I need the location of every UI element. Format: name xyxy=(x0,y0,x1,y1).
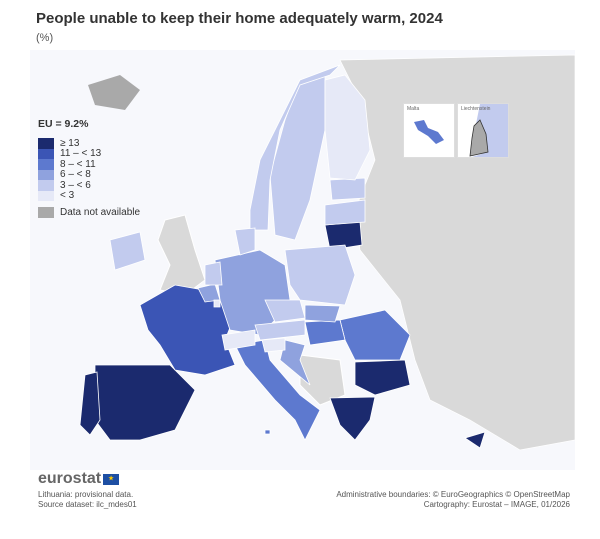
eurostat-logo: eurostat ★ xyxy=(38,470,120,488)
legend-row: < 3 xyxy=(38,190,140,202)
legend-swatch xyxy=(38,138,54,149)
footnote-source: Source dataset: ilc_mdes01 xyxy=(38,500,137,509)
legend-swatch xyxy=(38,169,54,180)
legend-swatch xyxy=(38,190,54,201)
legend-swatch xyxy=(38,180,54,191)
country-austria xyxy=(254,319,306,341)
country-estonia xyxy=(329,177,366,201)
legend-label: 3 – < 6 xyxy=(60,179,91,191)
footnotes-right: Administrative boundaries: © EuroGeograp… xyxy=(336,490,570,510)
legend-label: ≥ 13 xyxy=(60,137,80,149)
legend-row: 3 – < 6 xyxy=(38,180,140,191)
legend-label: 11 – < 13 xyxy=(60,148,102,160)
country-slovakia xyxy=(304,304,341,323)
country-denmark xyxy=(234,227,256,256)
legend-swatch xyxy=(38,206,54,218)
legend-row-not-available: Data not available xyxy=(38,206,141,218)
map-title: People unable to keep their home adequat… xyxy=(36,10,443,27)
country-cyprus xyxy=(464,431,486,449)
map-unit: (%) xyxy=(36,32,54,44)
legend-swatch xyxy=(38,148,54,159)
country-czechia xyxy=(264,299,306,323)
footnotes-left: Lithuania: provisional data. Source data… xyxy=(38,490,137,510)
footnote-note: Lithuania: provisional data. xyxy=(38,490,134,499)
country-netherlands xyxy=(204,261,223,286)
legend-label: < 3 xyxy=(60,190,75,202)
country-sweden xyxy=(269,74,326,241)
country-bulgaria xyxy=(354,359,411,396)
country-poland xyxy=(284,244,356,306)
country-greece xyxy=(329,396,376,441)
legend-row: 6 – < 8 xyxy=(38,169,140,181)
iceland xyxy=(88,75,140,110)
eu-average: EU = 9.2% xyxy=(38,118,89,130)
legend-row: 11 – < 13 xyxy=(38,148,140,160)
legend-label: Data not available xyxy=(60,206,141,218)
legend-swatch xyxy=(38,159,54,170)
country-croatia xyxy=(279,339,311,386)
country-italy xyxy=(234,339,321,441)
country-latvia xyxy=(324,199,366,226)
legend-label: 6 – < 8 xyxy=(60,169,91,181)
eu-flag-icon: ★ xyxy=(103,473,120,485)
footnote-cartography: Cartography: Eurostat – IMAGE, 01/2026 xyxy=(423,500,570,509)
country-portugal xyxy=(79,371,101,436)
malta-shape xyxy=(414,120,444,144)
country-finland xyxy=(324,74,371,181)
country-switzerland xyxy=(221,329,256,351)
legend-row: 8 – < 11 xyxy=(38,159,140,170)
land-non-eu xyxy=(339,54,576,451)
inset-liechtenstein: Liechtenstein xyxy=(457,103,509,158)
country-hungary xyxy=(304,319,346,346)
country-spain xyxy=(94,364,196,441)
country-luxembourg xyxy=(213,299,221,308)
country-ireland xyxy=(109,231,146,271)
legend-row: ≥ 13 xyxy=(38,138,140,149)
legend-label: 8 – < 11 xyxy=(60,158,96,170)
footnote-boundaries: Administrative boundaries: © EuroGeograp… xyxy=(336,490,570,499)
country-malta xyxy=(264,429,271,435)
country-norway xyxy=(249,64,341,231)
inset-malta: Malta xyxy=(403,103,455,158)
country-romania xyxy=(339,309,411,361)
inset-label: Liechtenstein xyxy=(461,106,491,112)
country-slovenia xyxy=(261,337,286,353)
logo-text: eurostat xyxy=(38,470,102,487)
liechtenstein-shape xyxy=(458,104,489,157)
inset-label: Malta xyxy=(407,106,420,112)
